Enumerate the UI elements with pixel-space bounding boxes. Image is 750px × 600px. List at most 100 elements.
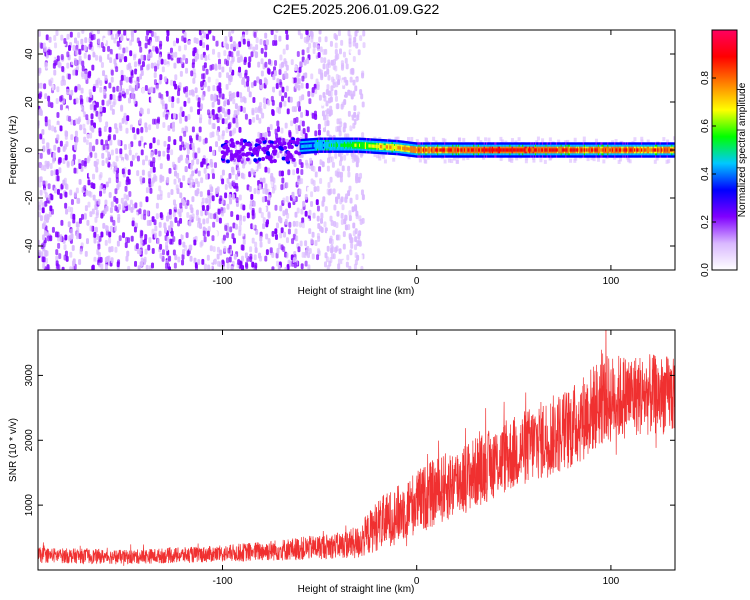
heatmap-cell: [582, 140, 586, 145]
heatmap-cell: [555, 148, 558, 152]
heatmap-cell: [155, 202, 159, 209]
heatmap-cell: [239, 141, 244, 146]
heatmap-cell: [224, 58, 228, 65]
heatmap-cell: [147, 244, 151, 251]
heatmap-cell: [243, 56, 247, 63]
heatmap-cell: [224, 192, 228, 199]
heatmap-cell: [332, 229, 336, 236]
heatmap-cell: [202, 42, 206, 49]
heatmap-cell: [47, 101, 51, 108]
heatmap-cell: [287, 169, 291, 176]
heatmap-cell: [441, 148, 444, 152]
heatmap-cell: [192, 77, 196, 84]
heatmap-cell: [110, 172, 114, 179]
heatmap-cell: [107, 153, 111, 160]
heatmap-cell: [524, 148, 527, 152]
heatmap-cell: [544, 148, 546, 152]
heatmap-cell: [267, 211, 271, 218]
heatmap-cell: [586, 157, 590, 162]
heatmap-cell: [175, 184, 179, 191]
heatmap-cell: [523, 148, 525, 152]
heatmap-cell: [578, 148, 580, 152]
heatmap-cell: [273, 34, 277, 41]
heatmap-cell: [285, 196, 289, 203]
heatmap-cell: [154, 225, 158, 232]
heatmap-cell: [110, 33, 114, 40]
heatmap-cell: [73, 191, 77, 198]
heatmap-cell: [520, 148, 523, 152]
heatmap-cell: [91, 64, 95, 71]
heatmap-cell: [112, 219, 116, 226]
heatmap-cell: [126, 115, 130, 122]
heatmap-cell: [526, 148, 529, 152]
heatmap-cell: [140, 54, 144, 61]
heatmap-cell: [158, 92, 162, 99]
heatmap-cell: [286, 263, 290, 270]
heatmap-cell: [159, 74, 163, 81]
heatmap-cell: [337, 234, 341, 241]
heatmap-cell: [329, 96, 333, 103]
heatmap-cell: [212, 114, 216, 121]
heatmap-cell: [280, 127, 284, 134]
heatmap-cell: [282, 210, 286, 217]
heatmap-cell: [72, 223, 76, 230]
heatmap-cell: [58, 253, 62, 260]
snr-y-tick-label: 3000: [24, 364, 35, 387]
heatmap-cell: [69, 189, 73, 196]
heatmap-cell: [229, 138, 234, 143]
heatmap-cell: [56, 112, 60, 119]
heatmap-cell: [167, 136, 171, 143]
colorbar-tick-label: 0.8: [700, 71, 711, 85]
heatmap-cell: [566, 148, 569, 152]
heatmap-cell: [152, 157, 156, 164]
heatmap-cell: [299, 221, 303, 228]
heatmap-cell: [189, 135, 193, 142]
heatmap-cell: [157, 150, 161, 157]
heatmap-cell: [295, 220, 299, 227]
heatmap-cell: [296, 101, 300, 108]
heatmap-cell: [83, 52, 87, 59]
heatmap-cell: [222, 234, 226, 241]
heatmap-cell: [663, 148, 665, 152]
heatmap-cell: [223, 151, 228, 156]
heatmap-cell: [246, 75, 250, 82]
heatmap-cell: [55, 260, 59, 267]
heatmap-cell: [127, 265, 131, 270]
heatmap-cell: [284, 70, 288, 77]
heatmap-cell: [297, 84, 301, 91]
heatmap-cell: [264, 255, 268, 262]
heatmap-cell: [354, 228, 358, 235]
heatmap-cell: [145, 187, 149, 194]
heatmap-cell: [65, 208, 69, 215]
heatmap-cell: [295, 235, 299, 242]
heatmap-cell: [216, 186, 220, 193]
heatmap-cell: [171, 102, 175, 109]
heatmap-cell: [337, 263, 341, 270]
heatmap-cell: [361, 70, 365, 77]
heatmap-cell: [81, 60, 85, 67]
heatmap-cell: [211, 168, 215, 175]
heatmap-cell: [118, 235, 122, 242]
snr-x-tick-label: 100: [603, 576, 620, 587]
heatmap-cell: [255, 228, 259, 235]
heatmap-cell: [343, 154, 347, 161]
heatmap-cell: [114, 188, 118, 195]
heatmap-cell: [375, 144, 377, 148]
heatmap-cell: [239, 219, 243, 226]
heatmap-cell: [569, 158, 573, 163]
heatmap-cell: [296, 189, 300, 196]
heatmap-cell: [360, 189, 364, 196]
heatmap-cell: [42, 262, 46, 269]
heatmap-cell: [318, 36, 322, 43]
heatmap-cell: [383, 145, 386, 149]
heatmap-cell: [281, 95, 285, 102]
heatmap-cell: [183, 44, 187, 51]
heatmap-cell: [529, 148, 531, 152]
heatmap-cell: [379, 144, 382, 149]
heatmap-cell: [306, 58, 310, 65]
heatmap-cell: [470, 148, 473, 152]
heatmap-cell: [197, 147, 201, 154]
heatmap-cell: [353, 143, 355, 147]
